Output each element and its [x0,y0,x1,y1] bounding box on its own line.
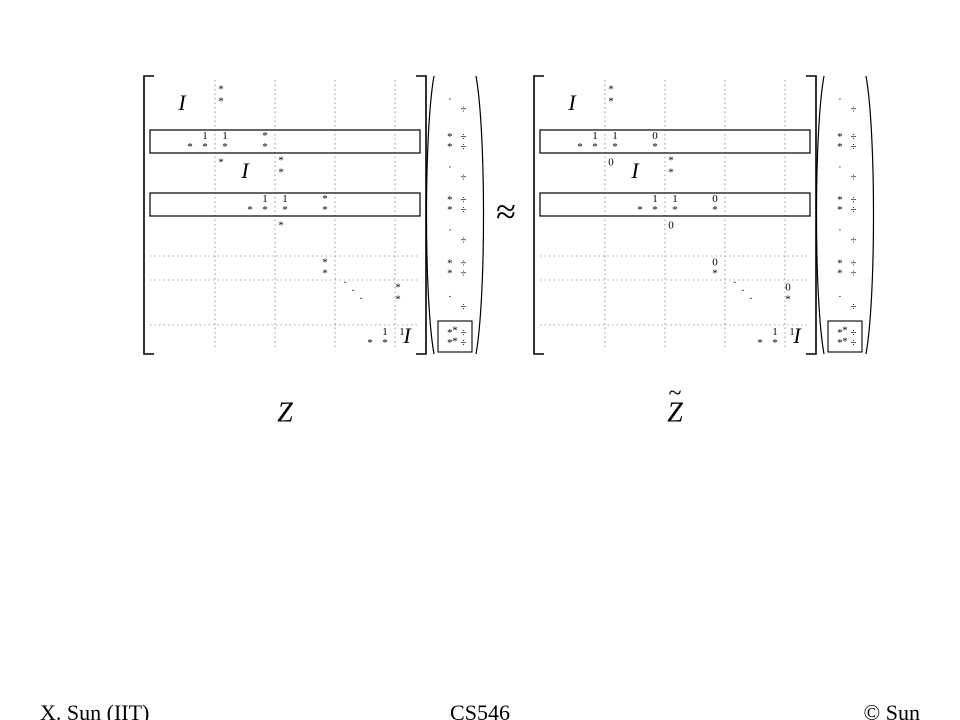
svg-text:*: * [218,84,224,96]
svg-text:I: I [177,90,187,115]
svg-text:*: * [452,336,458,348]
svg-text:·: · [733,275,737,289]
svg-text:÷: ÷ [460,104,466,116]
svg-text:*: * [278,167,284,179]
svg-text:÷: ÷ [460,268,466,280]
svg-text:*: * [322,204,328,216]
svg-text:0: 0 [668,220,674,232]
matrix-approximation-diagram: III···1**1******1**1********1**1**·÷**÷÷… [0,0,960,720]
svg-text:·: · [359,291,363,305]
svg-text:*: * [367,337,373,349]
svg-text:*: * [712,204,718,216]
svg-text:*: * [668,167,674,179]
svg-text:*: * [652,204,658,216]
svg-text:0: 0 [785,282,791,294]
svg-text:·: · [448,162,452,174]
svg-text:÷: ÷ [850,268,856,280]
svg-text:*: * [668,155,674,167]
svg-text:*: * [672,204,678,216]
svg-text:0: 0 [608,157,614,169]
svg-text:*: * [202,141,208,153]
svg-text:Z: Z [277,397,293,428]
svg-text:·: · [749,291,753,305]
svg-text:·: · [838,162,842,174]
svg-text:*: * [447,268,453,280]
svg-text:*: * [447,204,453,216]
svg-text:*: * [247,204,253,216]
svg-text:÷: ÷ [460,204,466,216]
svg-text:÷: ÷ [850,337,856,349]
svg-text:*: * [278,220,284,232]
svg-text:*: * [262,141,268,153]
svg-text:÷: ÷ [850,235,856,247]
svg-text:÷: ÷ [460,301,466,313]
svg-text:1: 1 [789,326,795,338]
svg-text:·: · [741,283,745,297]
svg-text:*: * [262,204,268,216]
svg-text:·: · [448,291,452,303]
svg-text:*: * [395,294,401,306]
svg-text:I: I [240,158,250,183]
svg-text:*: * [652,141,658,153]
footer-copyright: © Sun [864,700,920,720]
svg-text:*: * [278,155,284,167]
svg-text:*: * [772,337,778,349]
svg-text:÷: ÷ [460,172,466,184]
svg-text:*: * [757,337,763,349]
svg-text:·: · [838,225,842,237]
svg-text:*: * [322,268,328,280]
svg-text:*: * [608,96,614,108]
svg-text:÷: ÷ [460,337,466,349]
svg-text:I: I [567,90,577,115]
svg-text:÷: ÷ [460,141,466,153]
svg-text:÷: ÷ [850,104,856,116]
svg-text:1: 1 [399,326,405,338]
svg-text:*: * [382,337,388,349]
svg-text:*: * [218,157,224,169]
svg-text:*: * [218,96,224,108]
svg-text:*: * [612,141,618,153]
svg-text:*: * [577,141,583,153]
svg-text:*: * [608,84,614,96]
svg-text:*: * [637,204,643,216]
svg-text:*: * [187,141,193,153]
footer-course: CS546 [450,700,510,720]
svg-text:·: · [838,291,842,303]
svg-text:*: * [395,282,401,294]
svg-text:*: * [785,294,791,306]
svg-text:·: · [448,94,452,106]
svg-text:~: ~ [669,381,682,407]
svg-text:*: * [837,141,843,153]
svg-text:÷: ÷ [850,301,856,313]
svg-text:*: * [447,141,453,153]
svg-text:*: * [222,141,228,153]
svg-text:÷: ÷ [850,172,856,184]
svg-text:·: · [351,283,355,297]
svg-text:÷: ÷ [850,204,856,216]
svg-text:÷: ÷ [850,141,856,153]
footer-author: X. Sun (IIT) [40,700,149,720]
svg-text:*: * [282,204,288,216]
svg-text:*: * [712,268,718,280]
svg-text:*: * [592,141,598,153]
svg-text:÷: ÷ [460,235,466,247]
svg-text:·: · [838,94,842,106]
svg-text:*: * [842,336,848,348]
svg-text:*: * [837,204,843,216]
svg-text:·: · [448,225,452,237]
svg-text:*: * [837,268,843,280]
svg-text:I: I [630,158,640,183]
svg-text:·: · [343,275,347,289]
svg-text:≈: ≈ [496,191,516,231]
